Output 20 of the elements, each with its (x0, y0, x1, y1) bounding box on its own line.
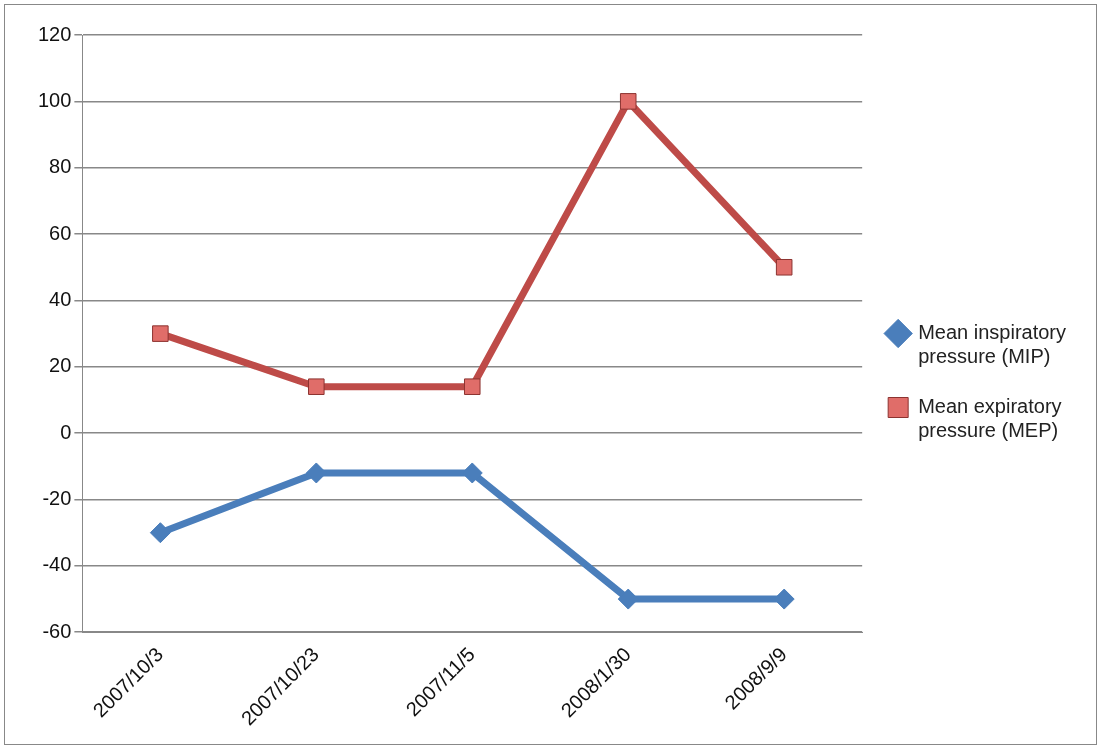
y-tick-label: -60 (42, 619, 72, 642)
point (463, 378, 481, 395)
point (305, 462, 327, 484)
y-tick-label: 60 (49, 221, 72, 244)
y-tick-label: 80 (49, 155, 72, 178)
point (149, 522, 171, 544)
point (617, 588, 639, 610)
y-tick-label: 0 (60, 420, 72, 443)
point (619, 93, 637, 110)
point (152, 325, 169, 342)
y-tick-label: 100 (37, 88, 72, 111)
y-tick-label: 120 (37, 22, 72, 45)
y-tick-label: -20 (42, 487, 72, 510)
point (775, 258, 793, 276)
y-tick-label: 20 (49, 354, 72, 377)
y-tick-label: 40 (49, 287, 72, 310)
legend-label: Mean expiratory pressure (MEP) (918, 395, 1062, 442)
point (308, 378, 325, 395)
legend-label: Mean inspiratory pressure (MIP) (918, 321, 1066, 368)
y-tick-label: -40 (42, 553, 72, 576)
